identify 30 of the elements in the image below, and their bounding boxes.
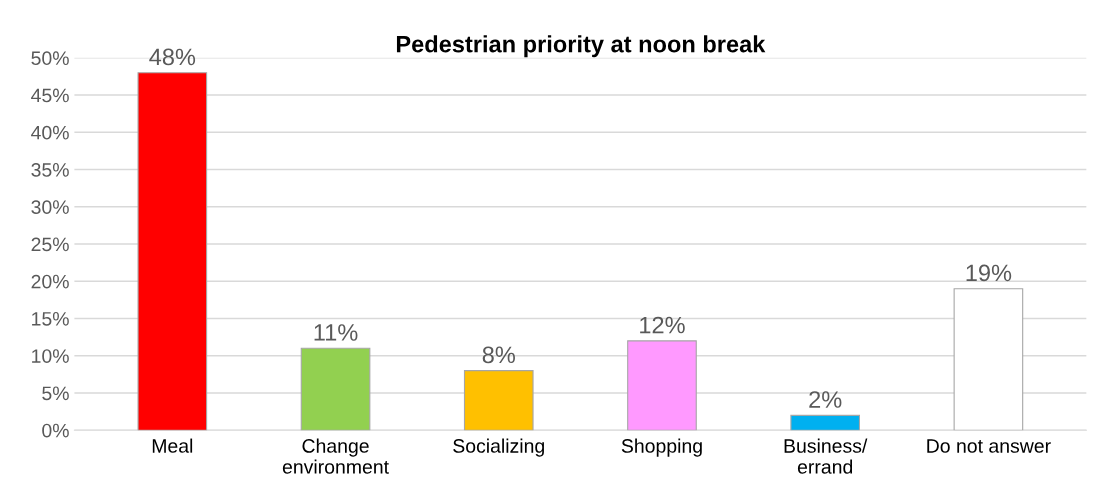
data-label: 2% — [809, 391, 842, 408]
bar — [953, 288, 1024, 431]
data-label: 8% — [482, 346, 515, 364]
y-tick-label: 5% — [42, 386, 69, 401]
bar — [300, 347, 371, 431]
data-label: 11% — [314, 324, 358, 341]
chart-title: Pedestrian priority at noon break — [396, 35, 766, 58]
y-tick-label: 10% — [32, 349, 69, 363]
y-tick-label: 0% — [42, 423, 69, 438]
bar — [627, 340, 697, 431]
x-tick-label: Socializing — [453, 438, 544, 457]
data-label: 48% — [149, 48, 196, 66]
bar — [137, 72, 208, 431]
y-tick-label: 25% — [31, 237, 69, 252]
x-tick-label: Change environment — [282, 438, 389, 474]
data-label: 12% — [640, 316, 685, 334]
x-tick-label: Meal — [152, 438, 193, 453]
y-tick-label: 15% — [32, 312, 69, 326]
x-tick-label: Business/ errand — [784, 438, 868, 474]
y-tick-label: 50% — [31, 51, 69, 66]
y-tick-label: 35% — [31, 163, 69, 177]
bar — [463, 370, 534, 431]
data-label: 19% — [966, 264, 1012, 282]
x-tick-label: Shopping — [621, 438, 702, 457]
bar — [790, 414, 861, 431]
y-tick-label: 30% — [31, 200, 69, 215]
y-tick-label: 45% — [31, 88, 69, 103]
x-tick-label: Do not answer — [927, 439, 1051, 453]
y-tick-label: 40% — [31, 125, 69, 140]
y-tick-label: 20% — [31, 274, 69, 289]
